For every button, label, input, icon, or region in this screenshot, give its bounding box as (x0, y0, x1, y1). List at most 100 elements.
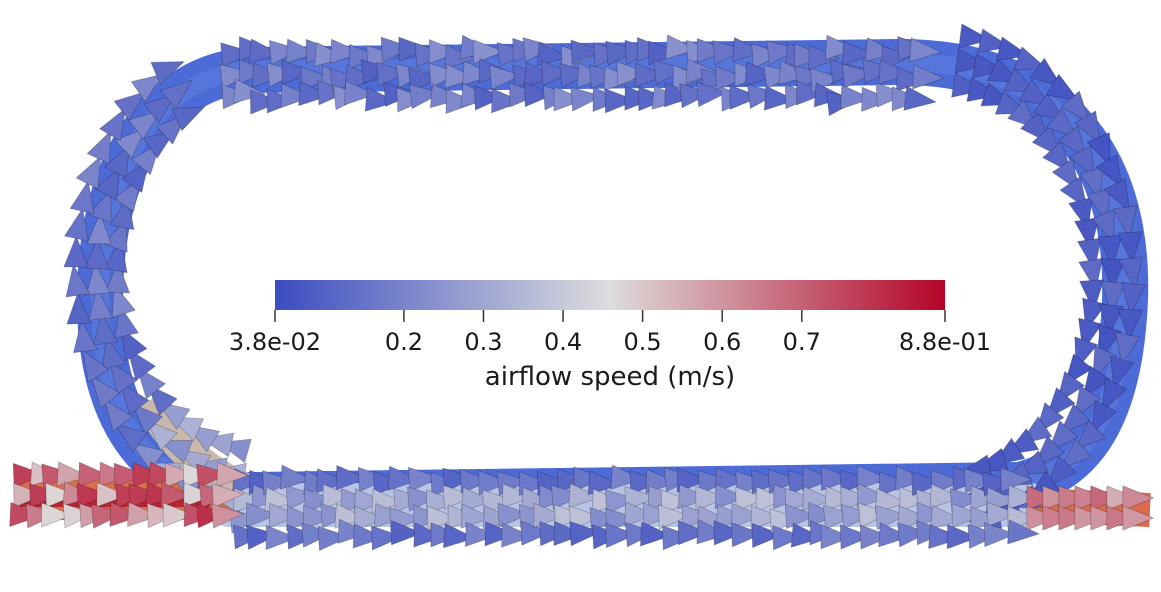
velocity-arrow (317, 525, 351, 552)
velocity-arrow (697, 469, 731, 495)
velocity-arrow (1092, 345, 1118, 380)
velocity-arrow (858, 502, 892, 528)
velocity-arrow (376, 61, 410, 88)
velocity-arrow (766, 40, 800, 66)
velocity-arrow (370, 525, 404, 551)
velocity-arrow (1074, 419, 1107, 452)
duct-outer-band (76, 38, 1149, 519)
velocity-arrow (553, 86, 587, 112)
velocity-arrow (1117, 231, 1143, 265)
velocity-arrow (536, 41, 570, 67)
velocity-arrow (249, 89, 283, 115)
velocity-arrow (859, 524, 893, 550)
velocity-arrow (1026, 505, 1059, 531)
velocity-arrow (246, 502, 279, 528)
velocity-arrow (929, 483, 963, 509)
velocity-arrow (160, 481, 194, 508)
velocity-arrow (841, 503, 875, 530)
velocity-arrow (677, 520, 711, 546)
velocity-arrow (12, 462, 46, 489)
velocity-arrow (524, 81, 557, 108)
velocity-arrow (1090, 209, 1115, 244)
velocity-arrow (353, 505, 387, 531)
velocity-arrow (29, 482, 62, 509)
velocity-arrow (645, 468, 679, 495)
duct-inner-band (90, 52, 1135, 505)
velocity-arrow (84, 236, 110, 270)
velocity-arrow (629, 469, 663, 496)
velocity-arrow (103, 143, 130, 179)
velocity-arrow (1026, 485, 1059, 511)
velocity-arrow (285, 485, 319, 511)
velocity-arrow (112, 178, 142, 213)
velocity-arrow (568, 482, 602, 509)
velocity-arrow (856, 483, 890, 509)
velocity-arrow (820, 465, 854, 492)
velocity-arrow (127, 501, 161, 527)
airflow-duct-loop (9, 23, 1155, 552)
velocity-arrow (1090, 485, 1123, 511)
velocity-arrow (13, 482, 46, 508)
velocity-arrow (930, 504, 964, 530)
velocity-arrow (41, 502, 74, 528)
velocity-arrow (501, 522, 534, 548)
velocity-arrow (45, 482, 78, 508)
velocity-arrow (984, 521, 1017, 548)
velocity-arrow (281, 59, 315, 86)
velocity-arrow (246, 524, 280, 550)
velocity-arrow (903, 85, 937, 111)
velocity-arrow (62, 503, 96, 529)
velocity-arrow (605, 522, 638, 549)
velocity-arrow (744, 61, 778, 87)
velocity-arrow (344, 80, 377, 106)
velocity-arrow (398, 36, 431, 62)
velocity-arrow (822, 504, 857, 531)
colorbar-tick-label: 0.2 (385, 328, 423, 356)
velocity-arrow (895, 66, 929, 92)
velocity-arrow (820, 524, 853, 550)
velocity-arrow (735, 470, 769, 497)
velocity-arrow (648, 40, 681, 66)
velocity-arrow (114, 423, 149, 453)
colorbar-tick-label: 0.6 (703, 328, 741, 356)
velocity-arrow (489, 64, 523, 91)
velocity-arrow (1106, 485, 1139, 511)
velocity-arrow (802, 465, 835, 492)
velocity-arrow (183, 482, 216, 508)
velocity-arrow (839, 469, 873, 495)
velocity-arrow (986, 501, 1020, 528)
velocity-arrow (1110, 355, 1135, 391)
velocity-arrow (69, 179, 95, 214)
velocity-arrow (912, 64, 946, 90)
colorbar-gradient (275, 280, 945, 310)
colorbar-tick-label: 0.5 (624, 328, 662, 356)
velocity-arrow (111, 283, 136, 319)
velocity-arrow (1042, 485, 1075, 511)
velocity-arrow (131, 442, 165, 472)
velocity-arrow (1045, 108, 1079, 139)
velocity-arrow (460, 468, 493, 494)
velocity-arrow (461, 486, 495, 512)
velocity-arrow (285, 38, 319, 64)
velocity-arrow (120, 326, 148, 362)
velocity-arrow (76, 482, 110, 509)
velocity-arrow (387, 465, 421, 491)
velocity-arrow (1120, 282, 1146, 316)
velocity-arrow (842, 40, 875, 66)
velocity-arrow (92, 311, 119, 346)
velocity-arrow (874, 487, 908, 514)
velocity-arrow (303, 488, 337, 514)
velocity-arrow (746, 83, 781, 110)
velocity-arrow (1047, 420, 1079, 453)
velocity-arrow (696, 519, 730, 545)
velocity-arrow (1074, 485, 1107, 511)
colorbar: 3.8e-02 0.2 0.3 0.4 0.5 0.6 0.7 8.8e-01 airflow… (229, 280, 991, 392)
velocity-arrow (162, 502, 196, 528)
velocity-arrow (113, 462, 147, 488)
velocity-arrow (109, 501, 143, 528)
velocity-arrow (442, 484, 476, 511)
velocity-arrow (86, 129, 112, 165)
velocity-arrow (839, 524, 873, 550)
velocity-arrow (268, 502, 302, 528)
velocity-arrow (1101, 377, 1128, 413)
